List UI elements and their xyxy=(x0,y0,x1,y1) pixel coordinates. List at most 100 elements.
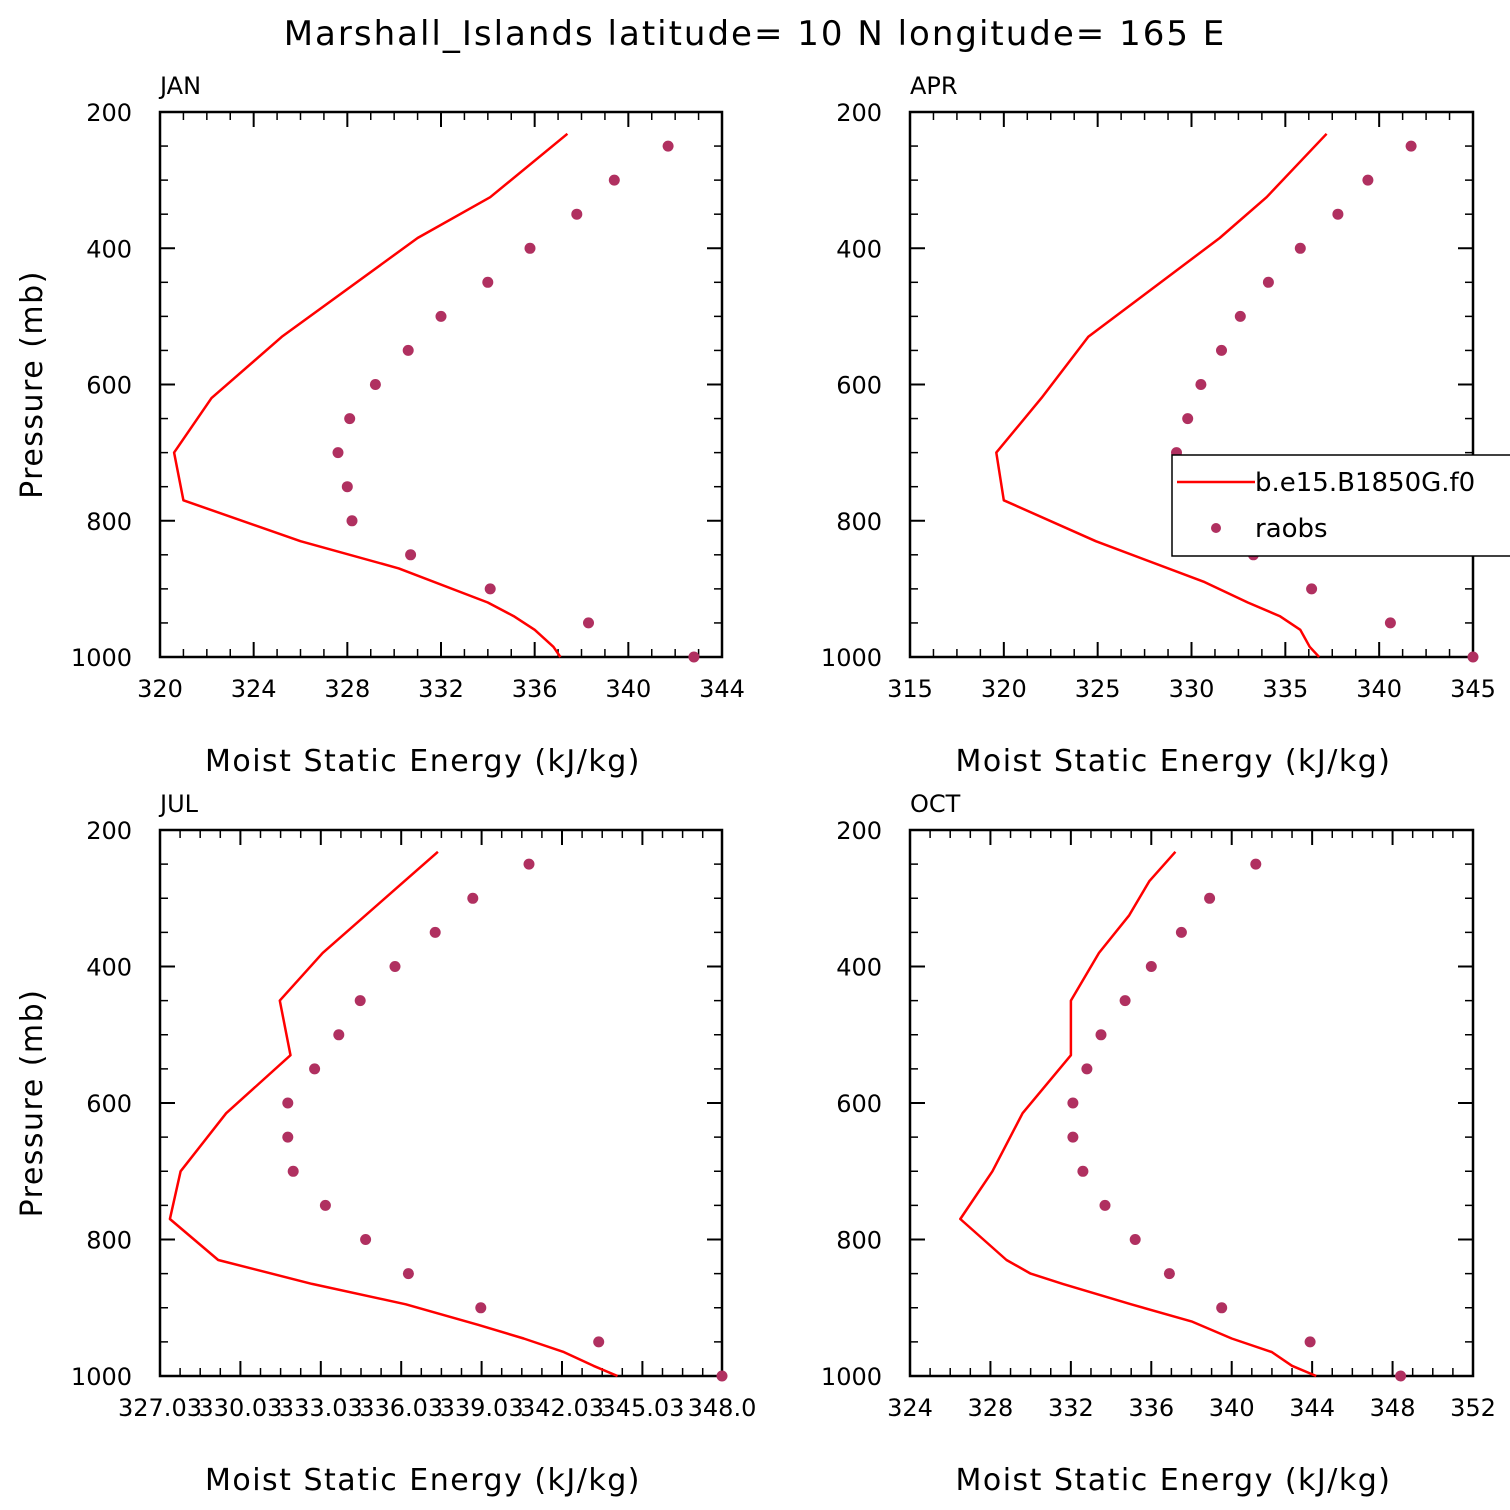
obs-point-jan xyxy=(571,208,583,220)
x-tick-label: 315 xyxy=(887,675,933,703)
x-tick-label: 339.03 xyxy=(440,1394,524,1422)
y-tick-label: 400 xyxy=(836,235,882,263)
obs-point-jan xyxy=(583,617,594,629)
panel-oct: 324 328 332 336 340 344 348 352 200 400 600 800 1000… xyxy=(821,790,1496,1498)
obs-point-jan xyxy=(484,583,496,595)
x-tick-label: 336 xyxy=(1128,1394,1174,1422)
panel-label-jan: JAN xyxy=(158,72,201,100)
obs-point-jan xyxy=(662,140,674,152)
obs-point-apr xyxy=(1294,242,1306,254)
obs-point-jan xyxy=(341,481,353,493)
panel-apr: 315 320 325 330 335 340 345 200 400 600 800 1000 APR… xyxy=(821,72,1496,779)
x-tick-label: 336.03 xyxy=(359,1394,443,1422)
y-tick-label: 400 xyxy=(86,954,132,982)
obs-point-jan xyxy=(405,549,417,561)
obs-point-oct xyxy=(1216,1302,1228,1314)
obs-point-apr xyxy=(1195,379,1207,390)
obs-point-jul xyxy=(402,1268,414,1280)
x-tick-label: 340 xyxy=(605,675,651,703)
x-tick-label: 345.03 xyxy=(600,1394,684,1422)
x-tick-label: 340 xyxy=(1356,675,1402,703)
obs-point-jul xyxy=(282,1131,294,1143)
x-tick-label: 332 xyxy=(1048,1394,1094,1422)
x-tick-label: 327.03 xyxy=(118,1394,202,1422)
legend-obs-marker xyxy=(1211,523,1221,533)
y-tick-label: 400 xyxy=(836,954,882,982)
y-axis-label-jul: Pressure (mb) xyxy=(15,989,50,1218)
obs-point-jul xyxy=(354,995,366,1007)
y-tick-label: 200 xyxy=(836,817,882,845)
y-tick-label: 200 xyxy=(836,99,882,127)
obs-point-apr xyxy=(1182,413,1194,425)
y-tick-label: 800 xyxy=(86,1227,132,1255)
y-tick-label: 200 xyxy=(86,99,132,127)
x-tick-label: 332 xyxy=(418,675,464,703)
obs-point-apr xyxy=(1306,583,1318,595)
figure-title: Marshall_Islands latitude= 10 N longitud… xyxy=(284,14,1227,54)
obs-point-jul xyxy=(309,1063,321,1075)
panel-label-jul: JUL xyxy=(158,790,199,818)
panels: 320 324 328 332 336 340 344 200 400 600 800 1000 JAN… xyxy=(15,72,1496,1498)
obs-point-apr xyxy=(1405,140,1417,152)
panel-label-oct: OCT xyxy=(910,790,961,818)
obs-point-apr xyxy=(1332,208,1344,220)
x-tick-label: 352 xyxy=(1450,1394,1496,1422)
model-line-oct xyxy=(959,850,1317,1378)
obs-point-oct xyxy=(1067,1131,1079,1143)
x-tick-label: 328 xyxy=(324,675,370,703)
obs-point-oct xyxy=(1304,1336,1316,1348)
obs-point-jul xyxy=(467,892,479,904)
legend: b.e15.B1850G.f0 raobs xyxy=(1171,454,1510,557)
x-tick-label: 320 xyxy=(981,675,1027,703)
obs-point-oct xyxy=(1204,892,1216,904)
y-tick-label: 800 xyxy=(86,508,132,536)
x-tick-label: 348 xyxy=(1370,1394,1416,1422)
legend-model-label: b.e15.B1850G.f0 xyxy=(1255,468,1475,498)
obs-point-apr xyxy=(1216,344,1227,356)
obs-point-oct xyxy=(1250,858,1262,870)
obs-point-jan xyxy=(435,310,447,322)
obs-point-jul xyxy=(389,961,401,972)
obs-point-jul xyxy=(523,858,535,870)
x-tick-label: 330.03 xyxy=(198,1394,282,1422)
model-line-apr xyxy=(995,132,1328,658)
legend-box xyxy=(1171,454,1510,557)
x-tick-label: 345 xyxy=(1450,675,1496,703)
obs-point-jul xyxy=(360,1234,372,1245)
x-tick-label: 344 xyxy=(699,675,745,703)
obs-point-apr xyxy=(1467,651,1479,663)
obs-point-apr xyxy=(1384,617,1396,629)
obs-point-apr xyxy=(1362,174,1374,186)
x-tick-label: 324 xyxy=(887,1394,933,1422)
y-tick-label: 600 xyxy=(836,1090,882,1118)
x-tick-label: 344 xyxy=(1289,1394,1335,1422)
obs-point-jul xyxy=(287,1165,299,1177)
y-tick-label: 200 xyxy=(86,817,132,845)
x-tick-label: 333.03 xyxy=(279,1394,363,1422)
obs-point-apr xyxy=(1262,276,1274,288)
obs-point-jan xyxy=(346,515,358,527)
obs-point-oct xyxy=(1119,995,1131,1007)
obs-point-oct xyxy=(1081,1063,1093,1075)
x-tick-label: 325 xyxy=(1075,675,1121,703)
obs-point-jan xyxy=(402,344,414,356)
y-tick-label: 1000 xyxy=(821,644,882,672)
x-tick-label: 342.03 xyxy=(520,1394,604,1422)
model-line-jul xyxy=(168,850,618,1378)
legend-obs-label: raobs xyxy=(1255,514,1328,544)
plot-frame-apr xyxy=(908,110,1475,659)
y-tick-label: 600 xyxy=(836,372,882,400)
panel-jan: 320 324 328 332 336 340 344 200 400 600 800 1000 JAN… xyxy=(15,72,745,779)
obs-point-oct xyxy=(1067,1097,1079,1109)
x-tick-label: 340 xyxy=(1209,1394,1255,1422)
obs-point-jul xyxy=(319,1199,331,1211)
obs-point-oct xyxy=(1095,1029,1107,1041)
y-tick-label: 1000 xyxy=(71,644,132,672)
x-tick-label: 328 xyxy=(968,1394,1014,1422)
obs-point-oct xyxy=(1175,926,1187,938)
obs-point-jan xyxy=(688,651,700,663)
obs-point-oct xyxy=(1077,1165,1089,1177)
obs-point-jul xyxy=(475,1302,487,1314)
y-tick-label: 800 xyxy=(836,508,882,536)
